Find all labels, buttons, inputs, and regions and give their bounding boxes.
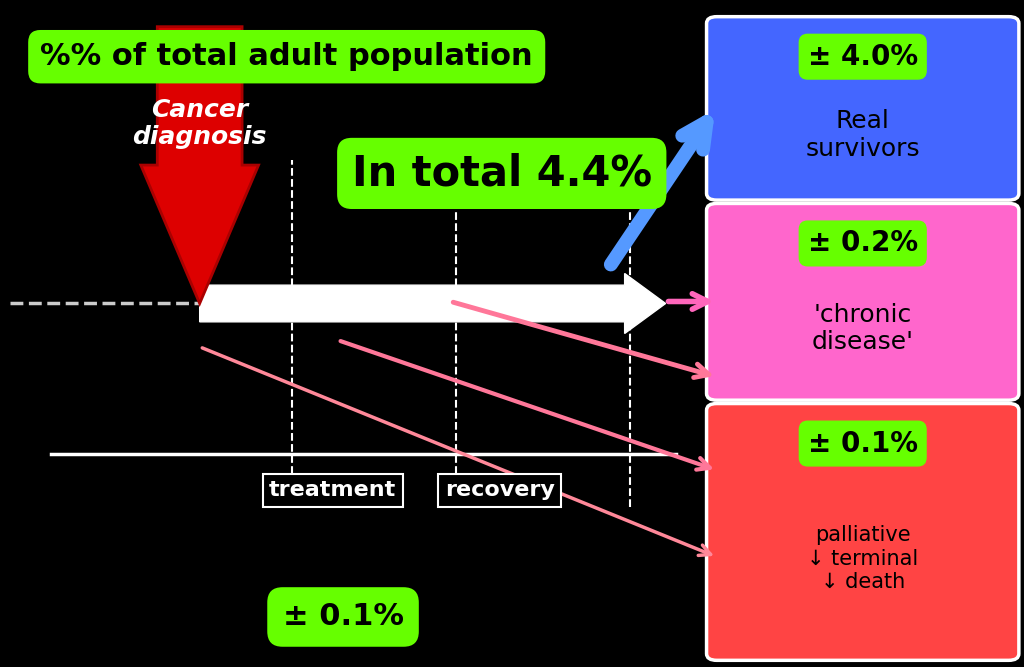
FancyArrow shape — [200, 273, 666, 334]
FancyBboxPatch shape — [707, 404, 1019, 660]
Text: palliative
↓ terminal
↓ death: palliative ↓ terminal ↓ death — [807, 526, 919, 592]
FancyBboxPatch shape — [707, 203, 1019, 400]
Text: Cancer
diagnosis: Cancer diagnosis — [132, 97, 267, 149]
FancyBboxPatch shape — [707, 17, 1019, 200]
Text: ± 0.2%: ± 0.2% — [808, 229, 918, 257]
Text: ± 0.1%: ± 0.1% — [283, 602, 403, 632]
Text: ± 0.1%: ± 0.1% — [808, 430, 918, 458]
FancyArrow shape — [141, 27, 258, 303]
Text: treatment: treatment — [269, 480, 396, 500]
Text: ± 4.0%: ± 4.0% — [808, 43, 918, 71]
Text: %% of total adult population: %% of total adult population — [40, 42, 534, 71]
Text: Real
survivors: Real survivors — [806, 109, 920, 161]
Text: recovery: recovery — [444, 480, 555, 500]
Text: 'chronic
disease': 'chronic disease' — [812, 303, 913, 354]
Text: In total 4.4%: In total 4.4% — [351, 153, 652, 194]
